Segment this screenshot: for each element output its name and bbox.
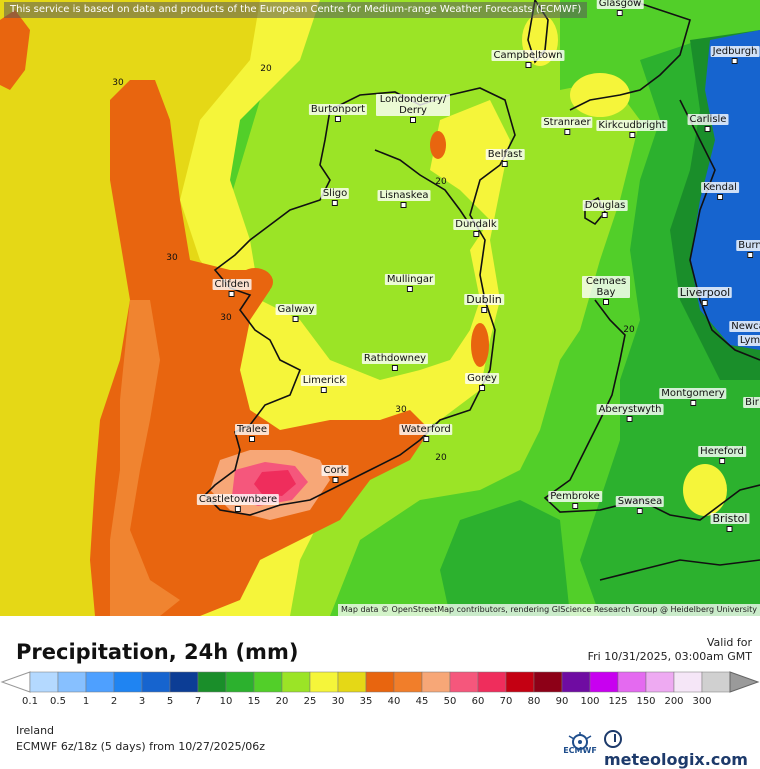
legend-swatch xyxy=(253,671,283,693)
field-hotspot-stranraer xyxy=(570,73,630,117)
coastline-isle-of-man xyxy=(584,196,606,226)
isoline-label: 30 xyxy=(166,253,178,263)
field-hotspot-dublin xyxy=(471,323,489,367)
legend-tick-label: 20 xyxy=(275,696,289,707)
legend-swatch xyxy=(421,671,451,693)
legend-swatch xyxy=(365,671,395,693)
legend-swatch xyxy=(673,671,703,693)
legend-tick-label: 300 xyxy=(692,696,712,707)
legend-boxes xyxy=(29,671,731,693)
footer-panel: Precipitation, 24h (mm) Valid for Fri 10… xyxy=(0,616,760,769)
legend-tick-label: 1 xyxy=(82,696,90,707)
legend-swatch xyxy=(701,671,731,693)
field-30-35 xyxy=(110,300,180,616)
legend-tick-label: 45 xyxy=(415,696,429,707)
meteologix-icon xyxy=(604,730,622,748)
meteologix-logo[interactable]: meteologix.com xyxy=(604,730,760,769)
legend-tick-label: 90 xyxy=(555,696,569,707)
coastline-cornwall xyxy=(599,559,760,581)
legend-tick-label: 100 xyxy=(580,696,600,707)
precipitation-map[interactable]: 30 20 20 30 30 20 10 30 20 Glasgow Campb… xyxy=(0,0,760,616)
legend-swatch xyxy=(141,671,171,693)
legend-swatch xyxy=(225,671,255,693)
legend-swatch xyxy=(617,671,647,693)
isoline-label: 20 xyxy=(435,177,447,187)
isoline-label: 30 xyxy=(395,405,407,415)
legend-tick-label: 7 xyxy=(194,696,202,707)
model-run-label: ECMWF 6z/18z (5 days) from 10/27/2025/06… xyxy=(16,740,266,753)
legend-tick-label: 10 xyxy=(219,696,233,707)
legend-tick-label: 30 xyxy=(331,696,345,707)
valid-date: Fri 10/31/2025, 03:00am GMT xyxy=(587,650,752,663)
legend-swatch xyxy=(197,671,227,693)
field-hotspot-derry xyxy=(430,131,446,159)
legend-swatch xyxy=(113,671,143,693)
isoline-label: 30 xyxy=(220,313,232,323)
legend-tick-label: 5 xyxy=(166,696,174,707)
legend-tick-label: 3 xyxy=(138,696,146,707)
legend-swatch xyxy=(29,671,59,693)
coastline-ireland xyxy=(203,87,516,516)
field-hotspot-bristol xyxy=(683,464,727,516)
field-7-10-south xyxy=(440,500,570,616)
coastline-wales xyxy=(543,299,760,521)
data-source-banner: This service is based on data and produc… xyxy=(4,2,588,18)
legend-tick-label: 80 xyxy=(527,696,541,707)
legend-tick-label: 15 xyxy=(247,696,261,707)
legend-swatch xyxy=(337,671,367,693)
legend-tick-label: 200 xyxy=(664,696,684,707)
field-60-70 xyxy=(254,470,296,496)
legend-swatch xyxy=(281,671,311,693)
legend-swatch xyxy=(645,671,675,693)
border-ni xyxy=(374,149,471,226)
legend-swatch xyxy=(477,671,507,693)
legend-swatch xyxy=(561,671,591,693)
legend-tick-label: 50 xyxy=(443,696,457,707)
coastline-england xyxy=(679,99,760,361)
precipitation-field xyxy=(0,0,760,616)
legend-tick-label: 70 xyxy=(499,696,513,707)
ecmwf-logo-icon xyxy=(568,732,592,750)
legend-tick-label: 0.1 xyxy=(22,696,38,707)
legend-tick-label: 2 xyxy=(110,696,118,707)
valid-label: Valid for xyxy=(706,636,752,649)
isoline-label: 20 xyxy=(260,64,272,74)
legend-tick-label: 40 xyxy=(387,696,401,707)
isoline-label: 20 xyxy=(623,325,635,335)
ecmwf-label: ECMWF xyxy=(563,746,597,755)
legend-swatch xyxy=(57,671,87,693)
legend-tick-label: 125 xyxy=(608,696,628,707)
legend-arrow-left xyxy=(0,671,31,693)
legend-tick-label: 0.5 xyxy=(50,696,66,707)
isoline-label: 20 xyxy=(435,453,447,463)
coastline-scotland xyxy=(569,0,691,111)
coastlines xyxy=(203,0,760,581)
isoline-label: 30 xyxy=(112,78,124,88)
legend-tick-label: 150 xyxy=(636,696,656,707)
legend-swatch xyxy=(533,671,563,693)
color-legend xyxy=(0,671,760,693)
legend-tick-label: 35 xyxy=(359,696,373,707)
legend-tick-label: 60 xyxy=(471,696,485,707)
legend-swatch xyxy=(589,671,619,693)
legend-swatch xyxy=(169,671,199,693)
legend-tick-label: 25 xyxy=(303,696,317,707)
legend-arrow-right xyxy=(729,671,760,693)
region-label: Ireland xyxy=(16,724,55,737)
legend-swatch xyxy=(309,671,339,693)
legend-tick-labels: 0.1 0.5 1 2 3 5 7 10 15 20 25 30 35 40 45 50 60 70 80 90 100… xyxy=(0,696,760,710)
legend-swatch xyxy=(505,671,535,693)
map-attribution: Map data © OpenStreetMap contributors, r… xyxy=(338,604,760,616)
field-35-40-nw xyxy=(0,10,30,90)
map-title: Precipitation, 24h (mm) xyxy=(16,640,299,664)
legend-swatch xyxy=(85,671,115,693)
legend-swatch xyxy=(393,671,423,693)
legend-swatch xyxy=(449,671,479,693)
